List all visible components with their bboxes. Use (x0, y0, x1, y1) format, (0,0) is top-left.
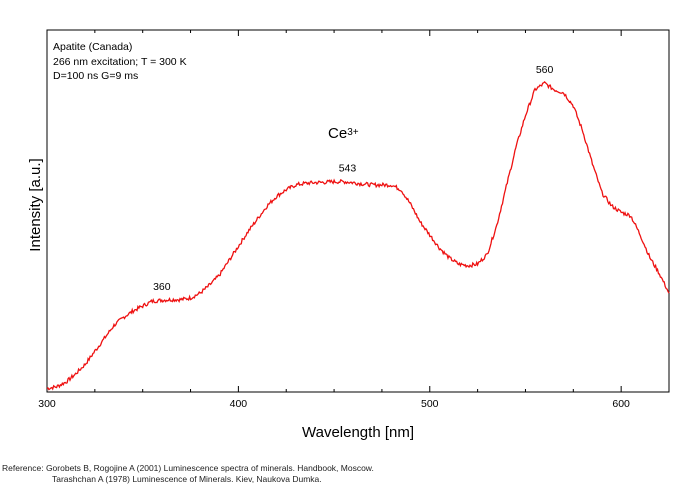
peak-label: 560 (536, 64, 554, 76)
y-axis-label: Intensity [a.u.] (27, 158, 44, 251)
sample-info: Apatite (Canada) 266 nm excitation; T = … (53, 40, 187, 84)
reference-block: Reference: Gorobets B, Rogojine A (2001)… (2, 463, 374, 485)
peak-label: 543 (339, 163, 357, 175)
x-tick-label: 600 (612, 398, 630, 410)
series-line (46, 81, 670, 391)
reference-line: Tarashchan A (1978) Luminescence of Mine… (52, 474, 322, 484)
peak-annotations: 360 543 560 (153, 64, 553, 293)
x-tick-label: 300 (38, 398, 56, 410)
peak-label: 360 (153, 281, 171, 293)
x-tick-label: 500 (421, 398, 439, 410)
ion-label: Ce3+ (328, 125, 359, 142)
x-axis-ticks (46, 30, 670, 392)
info-line: D=100 ns G=9 ms (53, 70, 139, 82)
x-axis-label: Wavelength [nm] (302, 424, 414, 441)
info-line: 266 nm excitation; T = 300 K (53, 55, 187, 68)
ion-charge: 3+ (347, 127, 359, 138)
info-line: Apatite (Canada) (53, 41, 133, 53)
x-axis-tick-labels: 300 400 500 600 (38, 398, 630, 410)
plot-frame (46, 29, 670, 393)
x-tick-label: 400 (230, 398, 248, 410)
ion-base: Ce (328, 125, 348, 142)
reference-line: Reference: Gorobets B, Rogojine A (2001)… (2, 463, 374, 473)
